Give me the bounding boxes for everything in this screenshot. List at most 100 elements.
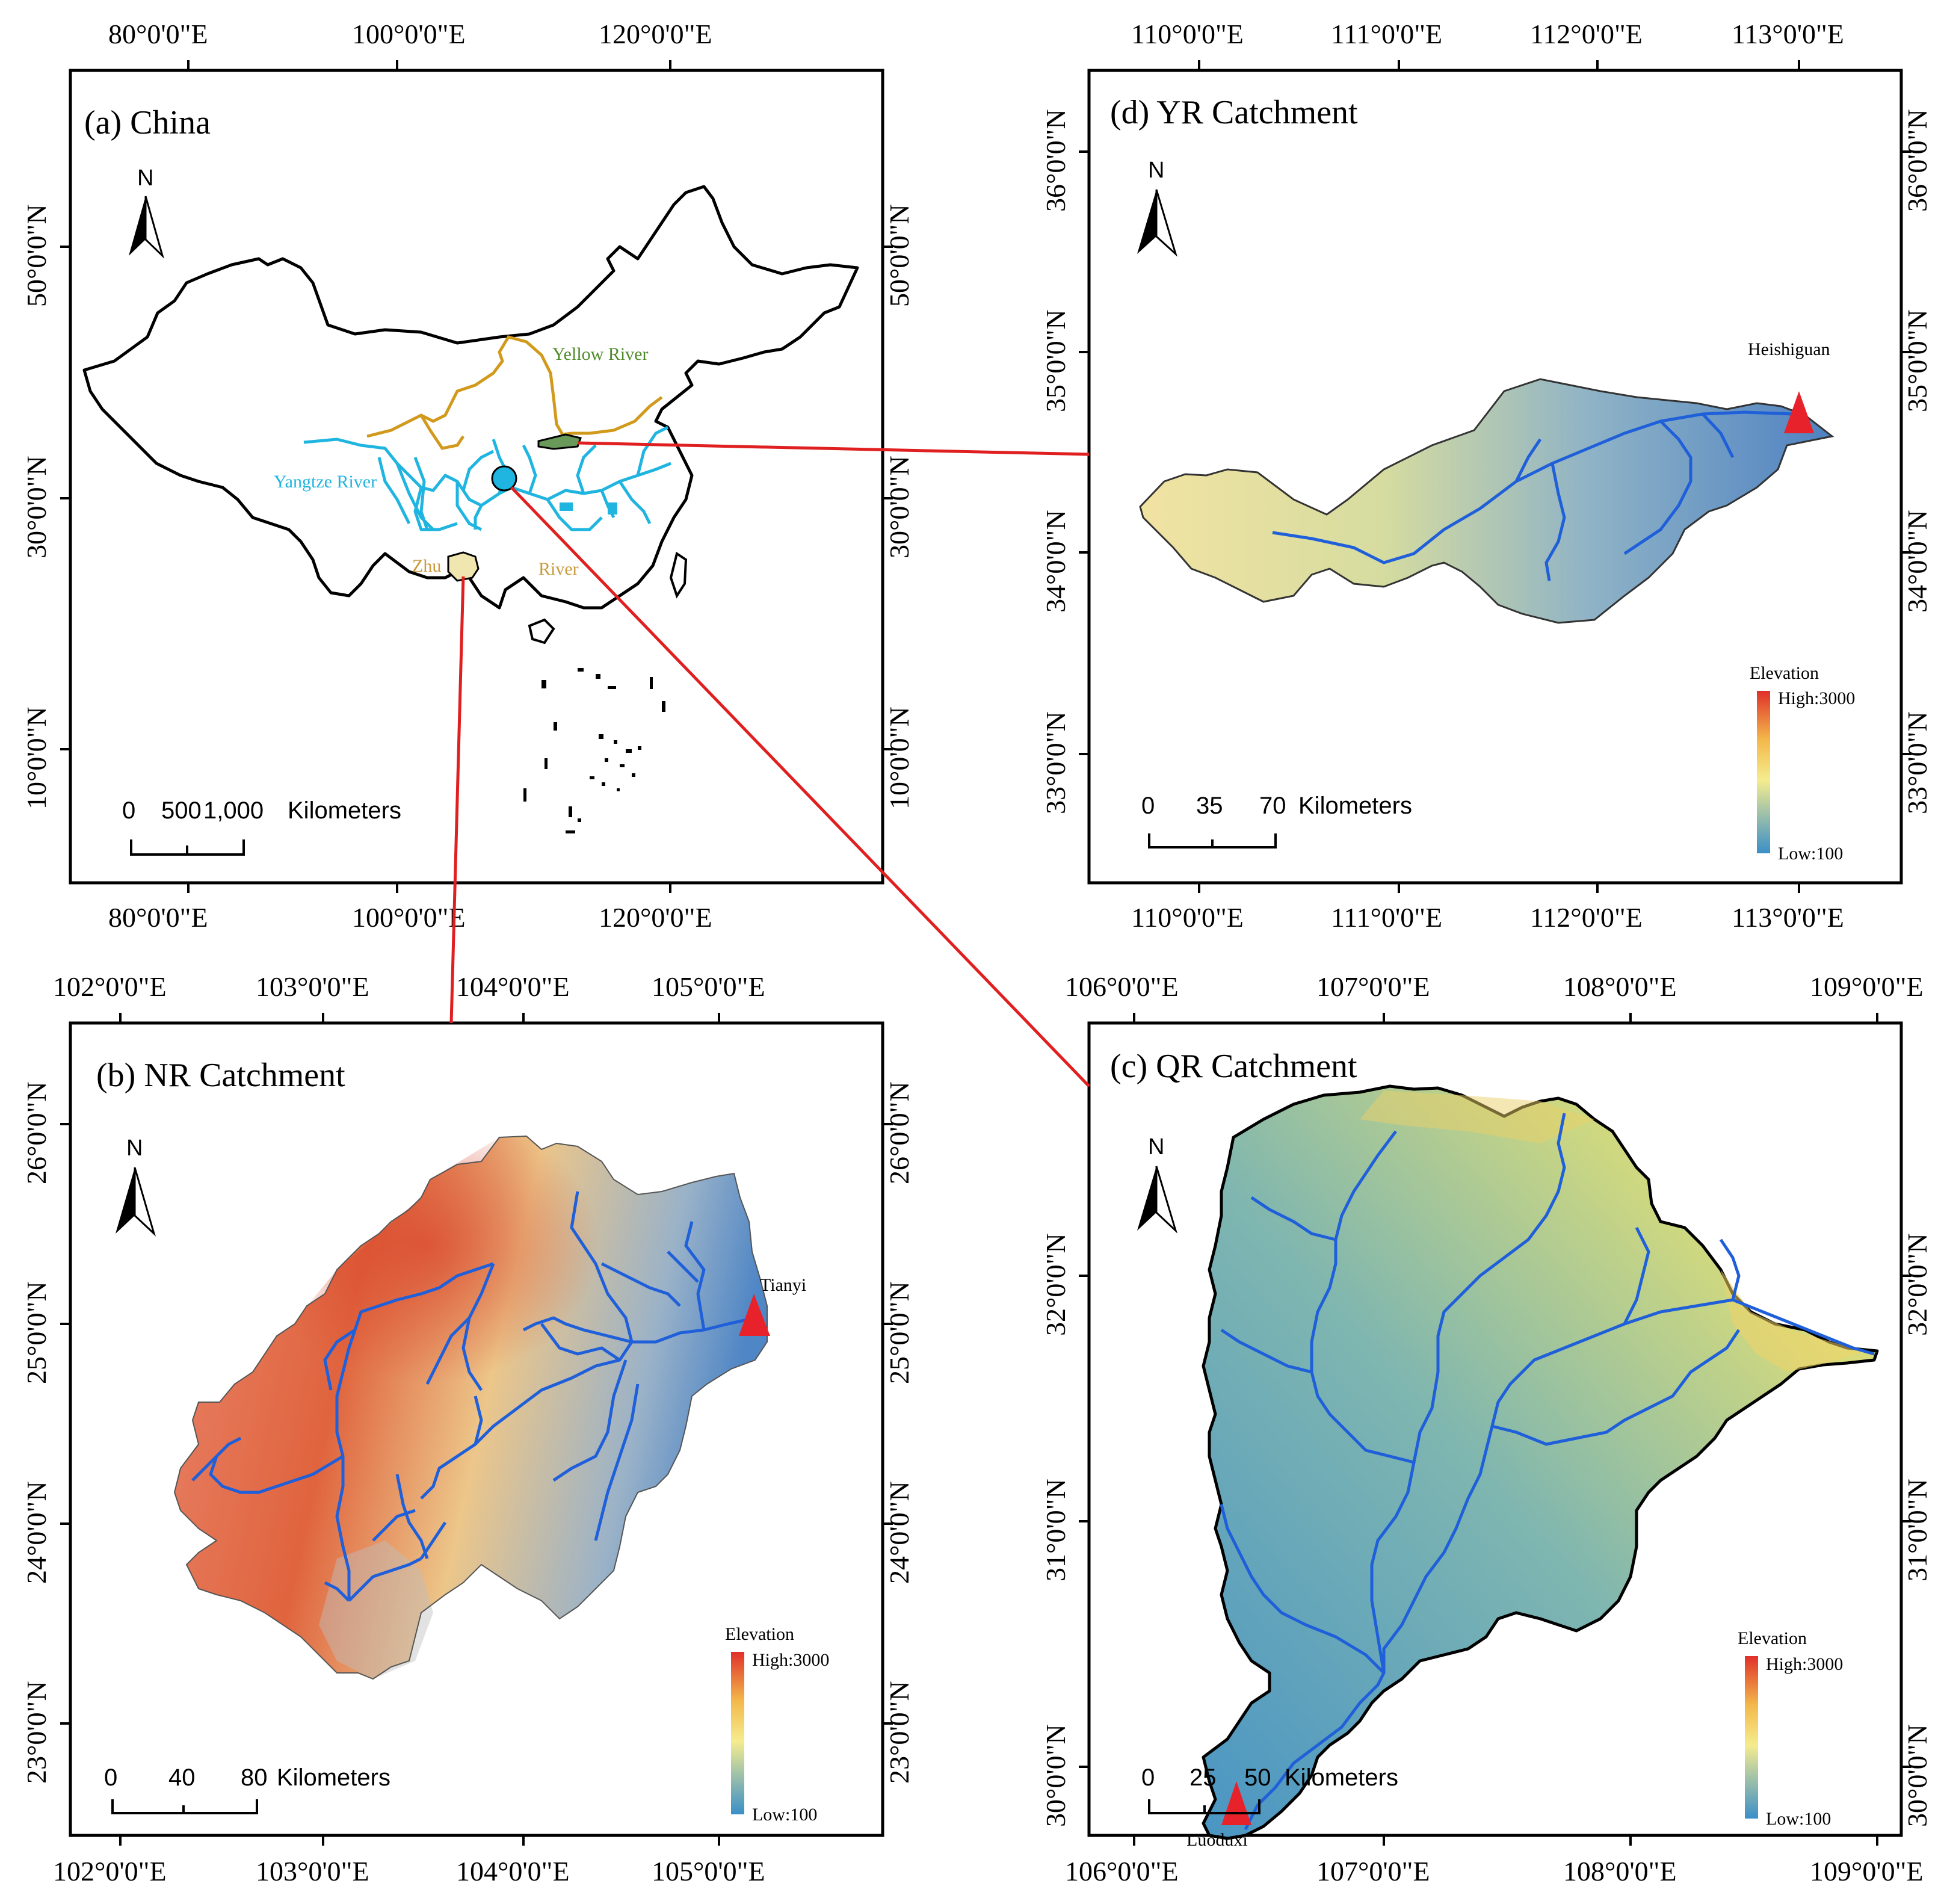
panel-d-right-ticks: 36°0'0"N 35°0'0"N 34°0'0"N 33°0'0"N <box>1901 109 1933 814</box>
panel-c-top-tick-3: 108°0'0"E <box>1563 971 1677 1002</box>
panel-a-left-ticks: 50°0'0"N 30°0'0"N 10°0'0"N <box>21 204 70 809</box>
svg-text:N: N <box>126 1136 143 1161</box>
panel-d-left-tick-2: 35°0'0"N <box>1040 309 1071 412</box>
zhu-label: Zhu <box>412 556 441 576</box>
panel-a-title: (a) China <box>84 104 211 141</box>
panel-c-left-tick-1: 32°0'0"N <box>1040 1233 1071 1336</box>
yr-river-network <box>1272 410 1794 581</box>
yangtze-river-label: Yangtze River <box>274 472 377 492</box>
panel-b-bottom-tick-2: 103°0'0"E <box>256 1856 369 1887</box>
luoduxi-label: Luoduxi <box>1186 1830 1248 1850</box>
lake-1 <box>560 502 573 511</box>
tianyi-label: Tianyi <box>760 1275 806 1295</box>
qr-north-ridge <box>1360 1090 1594 1143</box>
panel-b-bottom-tick-3: 104°0'0"E <box>456 1856 570 1887</box>
panel-a-bottom-tick-3: 120°0'0"E <box>599 902 712 933</box>
river-label: River <box>538 559 579 579</box>
svg-text:0: 0 <box>122 797 135 824</box>
svg-text:Elevation: Elevation <box>725 1624 794 1644</box>
svg-text:N: N <box>137 165 153 191</box>
panel-d-bottom-tick-4: 113°0'0"E <box>1732 902 1844 933</box>
connector-nr <box>449 576 465 1024</box>
inset-connector-lines <box>449 441 1090 1087</box>
panel-b-top-tick-2: 103°0'0"E <box>256 971 369 1002</box>
panel-b-scale-bar: 0 40 80 Kilometers <box>104 1764 390 1814</box>
panel-c-top-ticks: 106°0'0"E 107°0'0"E 108°0'0"E 109°0'0"E <box>1065 971 1924 1023</box>
panel-b-top-ticks: 102°0'0"E 103°0'0"E 104°0'0"E 105°0'0"E <box>53 971 765 1023</box>
panel-a-bottom-ticks: 80°0'0"E 100°0'0"E 120°0'0"E <box>108 883 712 933</box>
panel-c-scale-bar: 0 25 50 Kilometers <box>1141 1764 1398 1814</box>
panel-a-top-tick-2: 100°0'0"E <box>352 19 466 49</box>
panel-b-north-arrow-icon: N <box>116 1136 156 1237</box>
hainan-island <box>528 618 555 644</box>
panel-b-top-tick-4: 105°0'0"E <box>652 971 765 1002</box>
svg-text:Kilometers: Kilometers <box>1285 1764 1398 1791</box>
panel-c-bottom-tick-4: 109°0'0"E <box>1810 1856 1924 1887</box>
panel-d-top-ticks: 110°0'0"E 111°0'0"E 112°0'0"E 113°0'0"E <box>1131 19 1844 70</box>
svg-text:Kilometers: Kilometers <box>1298 793 1412 819</box>
panel-a-scale-bar: 0 500 1,000 Kilometers <box>122 797 401 856</box>
panel-c-left-tick-3: 30°0'0"N <box>1040 1724 1071 1827</box>
panel-b-right-tick-1: 26°0'0"N <box>884 1081 915 1184</box>
panel-c-right-ticks: 32°0'0"N 31°0'0"N 30°0'0"N <box>1901 1233 1933 1827</box>
panel-d-top-tick-1: 110°0'0"E <box>1131 19 1244 49</box>
svg-text:N: N <box>1148 1134 1164 1160</box>
panel-b-left-ticks: 26°0'0"N 25°0'0"N 24°0'0"N 23°0'0"N <box>21 1081 70 1784</box>
panel-b-bottom-ticks: 102°0'0"E 103°0'0"E 104°0'0"E 105°0'0"E <box>53 1835 765 1887</box>
panel-c-left-tick-2: 31°0'0"N <box>1040 1479 1071 1581</box>
panel-b-title: (b) NR Catchment <box>96 1057 345 1094</box>
china-outline <box>82 185 859 610</box>
svg-text:Low:100: Low:100 <box>752 1805 817 1825</box>
panel-b-left-tick-3: 24°0'0"N <box>21 1481 52 1584</box>
panel-d-bottom-tick-1: 110°0'0"E <box>1131 902 1244 933</box>
svg-text:High:3000: High:3000 <box>752 1650 829 1670</box>
panel-b-top-tick-3: 104°0'0"E <box>456 971 570 1002</box>
panel-a-right-ticks: 50°0'0"N 30°0'0"N 10°0'0"N <box>883 204 915 809</box>
panel-d-left-ticks: 36°0'0"N 35°0'0"N 34°0'0"N 33°0'0"N <box>1040 109 1089 814</box>
panel-d-bottom-ticks: 110°0'0"E 111°0'0"E 112°0'0"E 113°0'0"E <box>1131 883 1844 933</box>
svg-text:0: 0 <box>1141 793 1155 819</box>
panel-b-left-tick-4: 23°0'0"N <box>21 1681 52 1784</box>
panel-b-bottom-tick-4: 105°0'0"E <box>652 1856 765 1887</box>
qr-catchment-area <box>1202 1084 1879 1840</box>
panel-d-right-tick-2: 35°0'0"N <box>1902 309 1933 412</box>
svg-text:50: 50 <box>1244 1764 1271 1791</box>
panel-c-bottom-ticks: 106°0'0"E 107°0'0"E 108°0'0"E 109°0'0"E <box>1065 1835 1924 1887</box>
panel-a-right-tick-1: 50°0'0"N <box>884 204 915 307</box>
panel-b-right-tick-4: 23°0'0"N <box>884 1681 915 1784</box>
panel-b-left-tick-2: 25°0'0"N <box>21 1281 52 1384</box>
panel-d-top-tick-3: 112°0'0"E <box>1530 19 1643 49</box>
panel-d-right-tick-1: 36°0'0"N <box>1902 109 1933 212</box>
panel-b-bottom-tick-1: 102°0'0"E <box>53 1856 167 1887</box>
panel-c-north-arrow-icon: N <box>1137 1134 1178 1234</box>
svg-text:Kilometers: Kilometers <box>288 797 401 824</box>
panel-d-bottom-tick-2: 111°0'0"E <box>1331 902 1442 933</box>
svg-text:80: 80 <box>241 1764 268 1791</box>
panel-d-yr-catchment: (d) YR Catchment 110°0'0"E 111°0'0"E 112… <box>1040 19 1933 933</box>
panel-d-right-tick-3: 34°0'0"N <box>1902 510 1933 613</box>
svg-text:1,000: 1,000 <box>203 797 264 824</box>
panel-a-top-ticks: 80°0'0"E 100°0'0"E 120°0'0"E <box>108 19 712 70</box>
connector-yr <box>577 441 1090 456</box>
panel-d-left-tick-4: 33°0'0"N <box>1040 711 1071 814</box>
panel-b-left-tick-1: 26°0'0"N <box>21 1081 52 1184</box>
svg-text:0: 0 <box>1141 1764 1155 1791</box>
yr-catchment-area <box>1139 378 1834 624</box>
svg-text:70: 70 <box>1259 793 1286 819</box>
panel-b-nr-catchment: (b) NR Catchment 102°0'0"E 103°0'0"E 104… <box>21 971 915 1887</box>
nr-river-network <box>191 1191 756 1602</box>
panel-a-top-tick-1: 80°0'0"E <box>108 19 208 49</box>
svg-text:25: 25 <box>1189 1764 1217 1791</box>
yellow-river-label: Yellow River <box>552 344 648 364</box>
svg-text:Low:100: Low:100 <box>1766 1809 1831 1829</box>
panel-c-left-ticks: 32°0'0"N 31°0'0"N 30°0'0"N <box>1040 1233 1089 1827</box>
panel-d-left-tick-1: 36°0'0"N <box>1040 109 1071 212</box>
panel-a-left-tick-3: 10°0'0"N <box>21 706 52 809</box>
panel-d-bottom-tick-3: 112°0'0"E <box>1530 902 1643 933</box>
svg-text:35: 35 <box>1196 793 1223 819</box>
panel-d-north-arrow-icon: N <box>1137 158 1177 257</box>
yellow-river-tributary <box>419 414 465 450</box>
panel-a-bottom-tick-2: 100°0'0"E <box>352 902 466 933</box>
svg-text:High:3000: High:3000 <box>1778 688 1855 708</box>
